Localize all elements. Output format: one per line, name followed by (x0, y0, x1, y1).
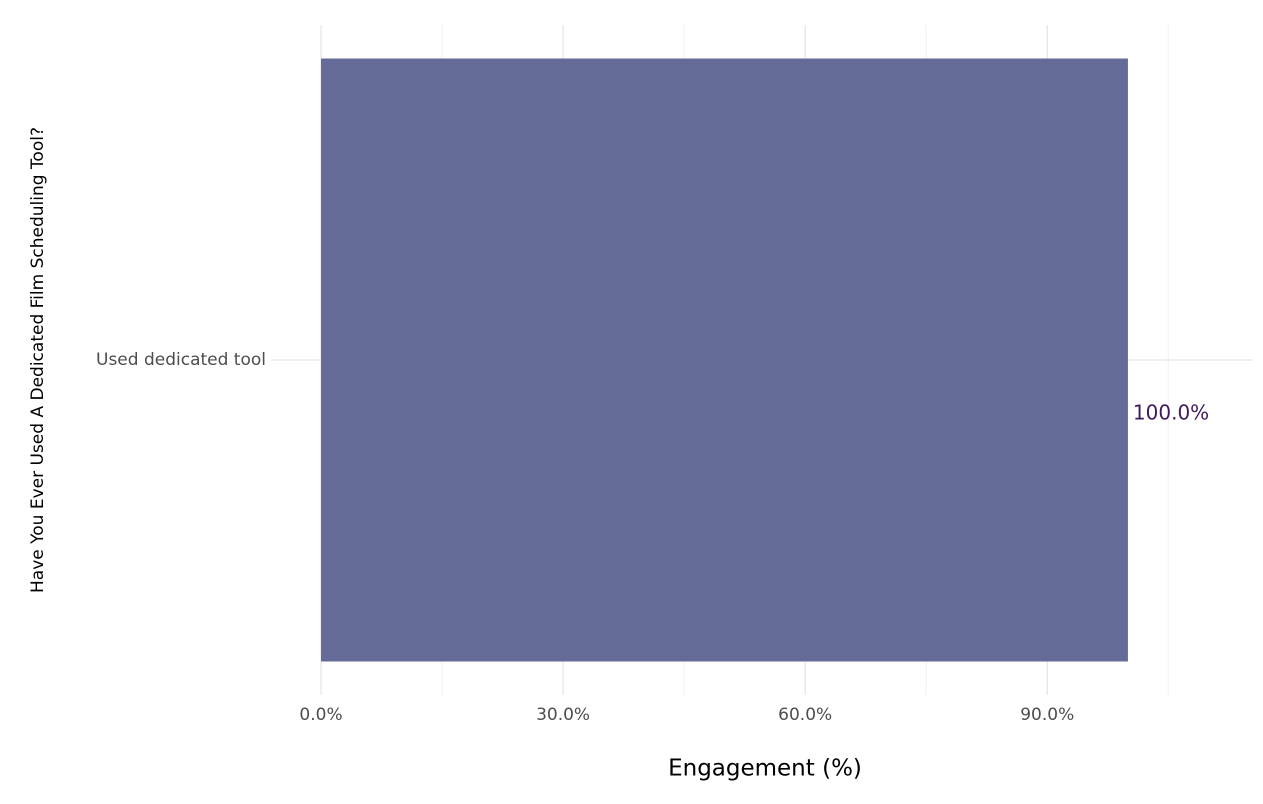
x-tick-label: 60.0% (778, 705, 832, 725)
y-axis-title: Have You Ever Used A Dedicated Film Sche… (28, 127, 48, 593)
x-tick-label: 90.0% (1020, 705, 1074, 725)
x-axis-title: Engagement (%) (668, 756, 862, 782)
value-label: 100.0% (1133, 401, 1209, 425)
y-tick-label: Used dedicated tool (96, 350, 266, 370)
x-tick-label: 30.0% (536, 705, 590, 725)
bar (321, 58, 1128, 662)
x-tick-label: 0.0% (299, 705, 342, 725)
